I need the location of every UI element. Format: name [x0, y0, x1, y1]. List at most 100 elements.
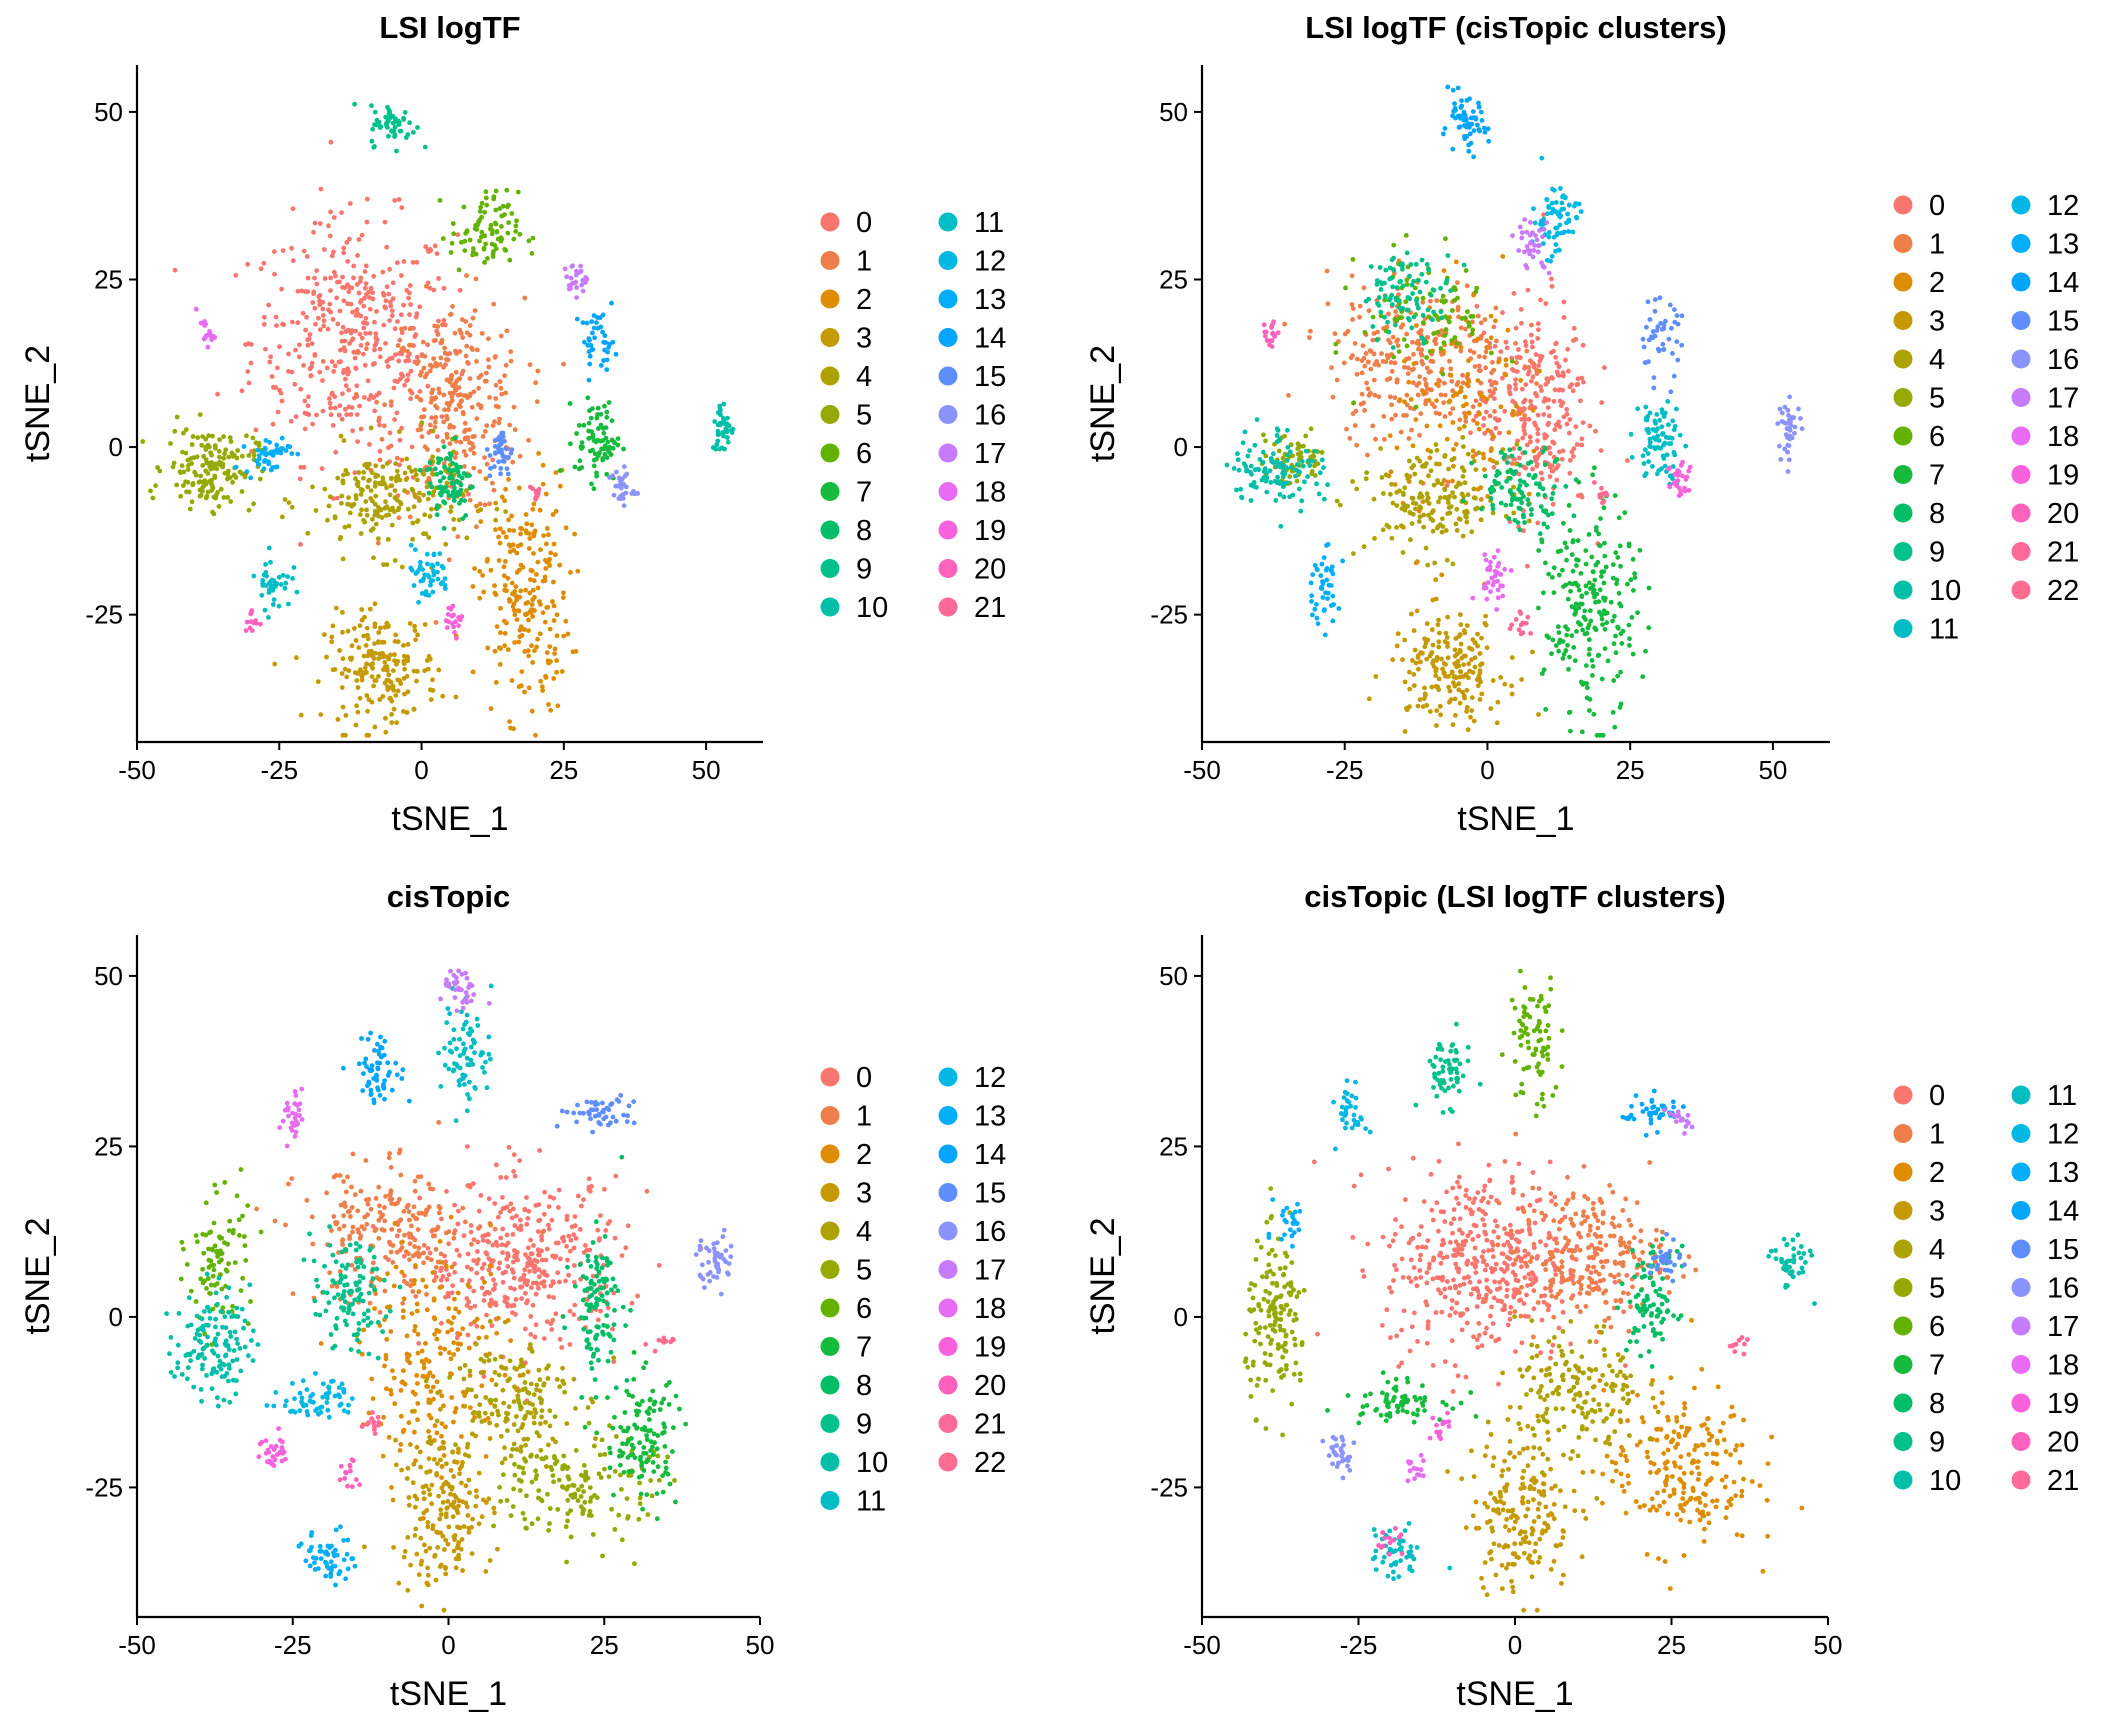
point [363, 499, 369, 504]
point [1659, 424, 1665, 430]
point [584, 320, 590, 326]
point [1430, 508, 1436, 514]
point [489, 231, 495, 237]
point [286, 500, 292, 505]
point [451, 612, 456, 618]
point [502, 631, 508, 636]
point [317, 221, 323, 227]
point [567, 401, 573, 406]
point [473, 276, 479, 282]
point [419, 369, 424, 375]
point [371, 555, 376, 561]
point [340, 324, 346, 330]
point [421, 576, 427, 581]
point [1570, 388, 1576, 394]
point [467, 237, 473, 243]
point [1420, 313, 1426, 318]
point [1357, 303, 1363, 309]
point [170, 464, 176, 470]
point [527, 536, 533, 541]
point [1622, 510, 1628, 515]
point [1423, 382, 1429, 388]
point [1667, 465, 1673, 471]
point [394, 468, 400, 474]
point [239, 388, 245, 394]
point [1522, 431, 1528, 437]
point [189, 442, 195, 447]
point [530, 660, 535, 665]
point [538, 547, 543, 553]
point [484, 1251, 490, 1257]
chart-title: LSI logTF (cisTopic clusters) [1305, 10, 1726, 45]
point [1513, 386, 1519, 392]
point [390, 308, 395, 314]
cluster-20 [243, 608, 263, 633]
point [430, 578, 435, 583]
point [372, 650, 378, 656]
point [1615, 673, 1620, 679]
point [570, 649, 576, 655]
point [1665, 399, 1671, 404]
point [1542, 462, 1548, 468]
point [396, 515, 402, 521]
point [1523, 263, 1529, 268]
point [372, 408, 378, 414]
point [447, 379, 453, 385]
point [1428, 449, 1434, 454]
point [1424, 262, 1430, 267]
point [529, 602, 535, 607]
point [1402, 399, 1407, 405]
point [1571, 645, 1577, 650]
point [1447, 411, 1453, 416]
point [499, 224, 504, 229]
point [463, 230, 469, 236]
point [305, 337, 310, 343]
point [530, 506, 536, 512]
point [408, 396, 413, 402]
point [401, 643, 406, 648]
point [1564, 406, 1570, 412]
point [404, 288, 410, 293]
point [504, 328, 510, 334]
point [1419, 353, 1425, 358]
point [1525, 287, 1531, 293]
legend-label: 16 [974, 400, 1006, 432]
point [571, 1232, 576, 1238]
point [1530, 254, 1536, 260]
point [1442, 487, 1448, 493]
point [580, 320, 586, 325]
point [457, 1253, 462, 1258]
point [1403, 299, 1409, 305]
point [308, 373, 314, 378]
point [454, 385, 460, 390]
point [1417, 494, 1422, 500]
point [349, 285, 355, 291]
point [583, 1243, 588, 1248]
point [1465, 309, 1470, 315]
point [1454, 528, 1460, 533]
point [1350, 257, 1356, 262]
point [402, 470, 408, 476]
point [1391, 354, 1396, 360]
point [551, 579, 556, 585]
point [492, 1201, 498, 1206]
point [413, 571, 419, 576]
point [546, 1222, 551, 1228]
point [1557, 424, 1563, 430]
point [1601, 505, 1607, 511]
point [1535, 321, 1541, 327]
point [510, 459, 516, 465]
point [1587, 580, 1592, 586]
point [1511, 510, 1517, 516]
cluster-21 [527, 484, 542, 502]
point [412, 547, 418, 553]
legend-swatch [2011, 272, 2031, 292]
point [1610, 562, 1616, 567]
scatter-points [1224, 84, 1805, 738]
point [1331, 602, 1336, 607]
point [290, 319, 295, 325]
point [1352, 341, 1358, 346]
point [623, 1245, 629, 1251]
point [478, 507, 484, 513]
point [1596, 531, 1602, 537]
